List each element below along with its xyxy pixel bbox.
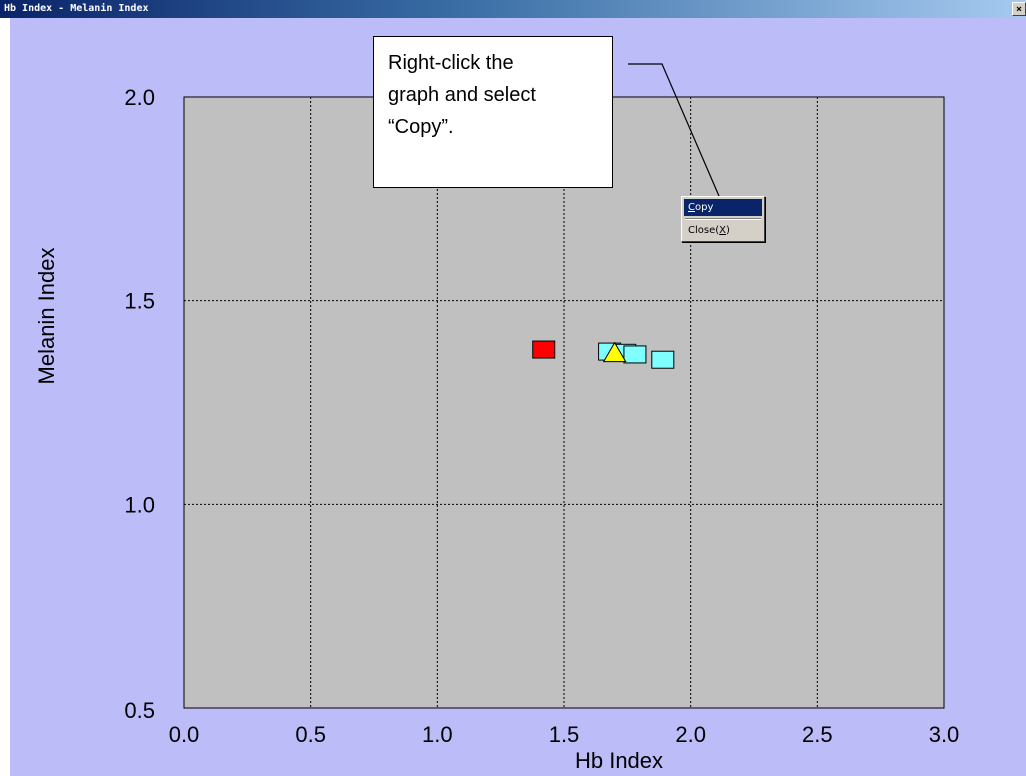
x-tick-label: 1.5 — [549, 722, 580, 747]
callout-leader-line — [628, 63, 723, 204]
x-tick-labels: 0.0 0.5 1.0 1.5 2.0 2.5 3.0 — [169, 722, 960, 747]
data-point-square — [651, 350, 675, 369]
data-point-square — [532, 340, 556, 359]
y-tick-labels: 0.5 1.0 1.5 2.0 — [124, 85, 155, 723]
close-icon[interactable]: × — [1012, 2, 1026, 16]
data-point-triangle — [602, 341, 627, 363]
menu-item-close[interactable]: Close(X) — [688, 225, 730, 236]
callout-line-2: graph and select — [388, 84, 536, 106]
y-tick-label: 0.5 — [124, 698, 155, 723]
window-frame-left — [0, 18, 10, 776]
x-tick-label: 1.0 — [422, 722, 453, 747]
menu-item-copy[interactable]: Copy — [684, 199, 762, 216]
data-points — [532, 340, 675, 369]
y-tick-label: 1.0 — [124, 492, 155, 517]
window-titlebar: Hb Index - Melanin Index × — [0, 0, 1026, 18]
context-menu: Copy Close(X) — [681, 196, 765, 242]
y-tick-label: 2.0 — [124, 85, 155, 110]
data-point-square — [623, 345, 647, 364]
callout-line-1: Right-click the — [388, 52, 514, 74]
x-tick-label: 0.5 — [295, 722, 326, 747]
y-axis-title: Melanin Index — [34, 248, 59, 385]
callout-line-3: “Copy”. — [388, 116, 454, 138]
window-title: Hb Index - Melanin Index — [4, 3, 149, 14]
x-axis-title: Hb Index — [575, 748, 663, 773]
x-tick-label: 2.0 — [675, 722, 706, 747]
x-tick-label: 2.5 — [802, 722, 833, 747]
y-tick-label: 1.5 — [124, 289, 155, 314]
x-tick-label: 3.0 — [929, 722, 960, 747]
scatter-chart[interactable]: 0.0 0.5 1.0 1.5 2.0 2.5 3.0 0.5 1.0 1.5 2.0 Hb In… — [0, 18, 1026, 776]
instruction-callout: Right-click the graph and select “Copy”. — [373, 36, 613, 188]
x-tick-label: 0.0 — [169, 722, 200, 747]
grid-lines — [184, 97, 944, 708]
menu-separator — [685, 218, 761, 220]
